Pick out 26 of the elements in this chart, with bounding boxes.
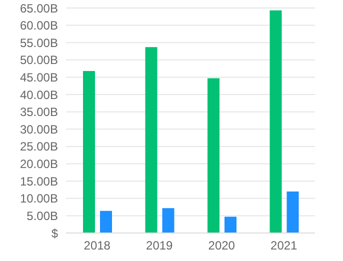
y-tick-label: 60.00B bbox=[20, 18, 58, 33]
bar bbox=[224, 216, 236, 233]
bar bbox=[100, 210, 112, 233]
y-tick-label: 55.00B bbox=[20, 36, 58, 50]
y-tick-label: 35.00B bbox=[20, 105, 58, 120]
y-tick-label: 25.00B bbox=[20, 140, 58, 154]
y-tick-label: 20.00B bbox=[20, 157, 58, 172]
bar bbox=[145, 47, 158, 233]
y-tick-label: 5.00B bbox=[26, 208, 58, 223]
x-tick-label: 2018 bbox=[84, 238, 111, 253]
bar bbox=[270, 10, 282, 233]
x-tick-label: 2021 bbox=[270, 238, 298, 253]
x-tick-label: 2020 bbox=[208, 238, 236, 253]
bar bbox=[83, 71, 95, 233]
y-tick-label: 10.00B bbox=[20, 192, 58, 206]
y-tick-label: 15.00B bbox=[20, 174, 58, 188]
x-tick-label: 2019 bbox=[146, 238, 174, 253]
y-tick-label: 45.00B bbox=[20, 70, 58, 84]
y-tick-label: 65.00B bbox=[20, 1, 58, 16]
bar bbox=[286, 191, 299, 233]
y-tick-label: 30.00B bbox=[20, 122, 58, 136]
bar bbox=[162, 208, 174, 233]
y-tick-label: $ bbox=[51, 226, 58, 240]
bar bbox=[208, 78, 220, 233]
y-tick-label: 50.00B bbox=[20, 53, 58, 68]
y-tick-label: 40.00B bbox=[20, 88, 58, 102]
